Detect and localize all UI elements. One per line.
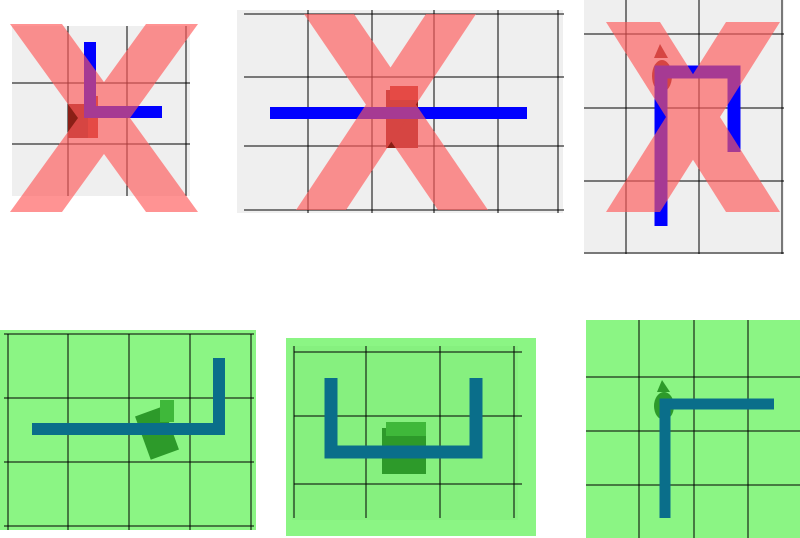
path-line [324,378,483,459]
rejected-panel-3 [584,0,788,258]
path-line [32,358,225,435]
rejected-panel-2-canvas [237,10,564,213]
accepted-panel-3-canvas [586,320,800,538]
rejected-panel-3-canvas [584,0,784,254]
grid [293,346,522,518]
rejected-panel-1 [10,24,198,214]
accepted-panel-3 [586,320,800,538]
x-mark-icon [10,24,198,212]
accepted-panel-2 [286,338,538,538]
x-mark-icon [296,14,488,210]
workspace-background [586,320,800,538]
grid [4,333,254,530]
rejected-panel-1-canvas [10,24,198,212]
path-line [659,398,774,518]
accepted-panel-1 [0,330,256,530]
accepted-panel-2-canvas [286,338,536,536]
accepted-panel-1-canvas [0,330,256,530]
rejected-panel-2 [236,10,564,216]
x-mark-icon [606,22,780,212]
grid [586,320,800,538]
